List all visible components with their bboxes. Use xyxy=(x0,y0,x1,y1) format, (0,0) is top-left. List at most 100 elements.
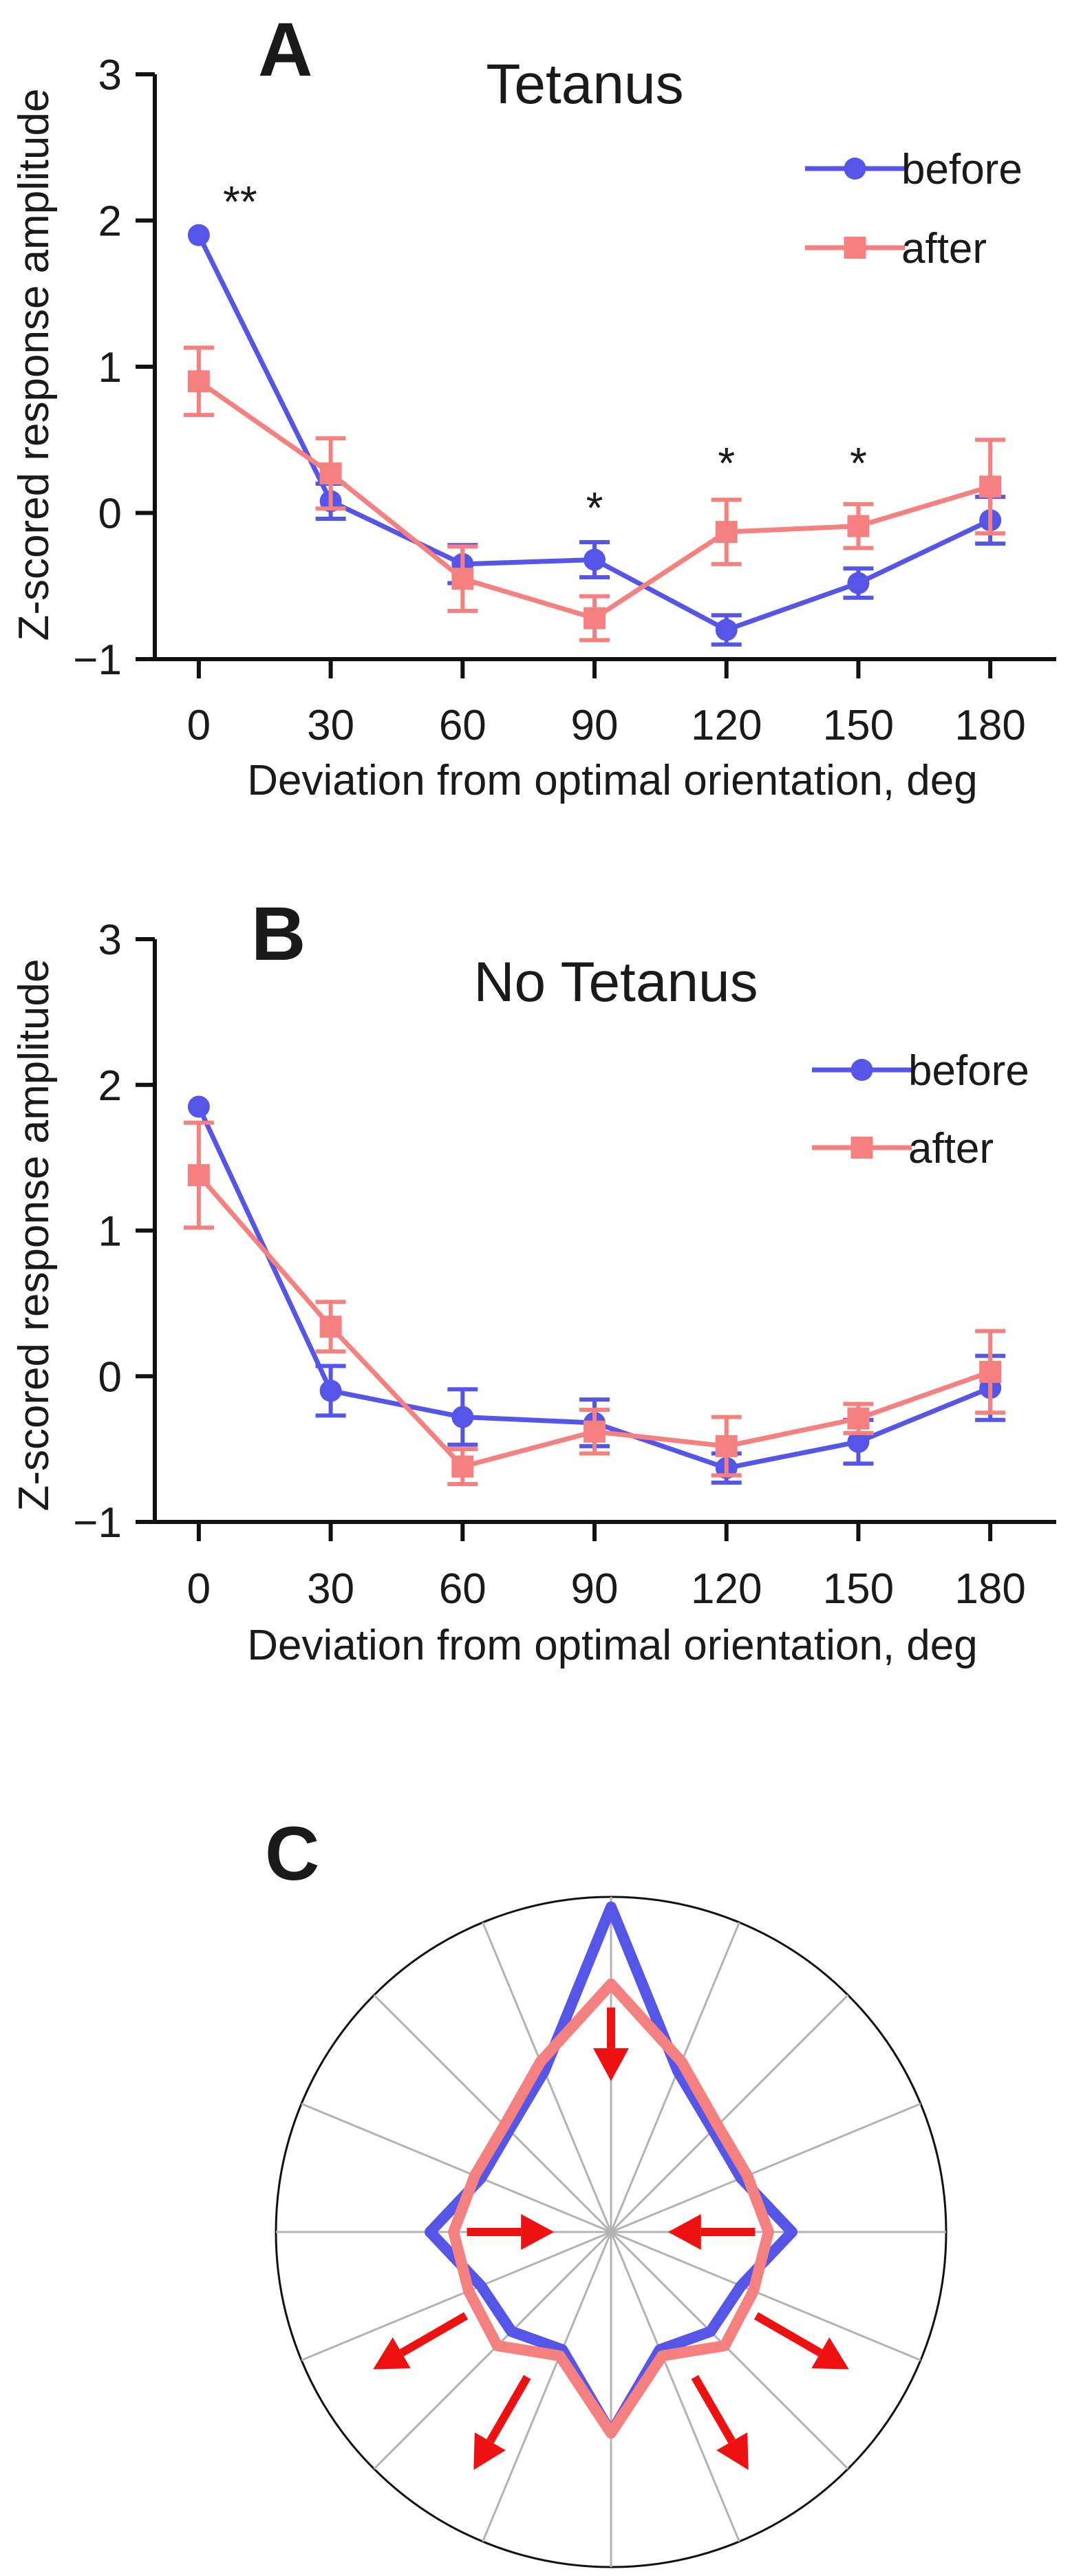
polar-spoke xyxy=(610,2103,921,2233)
polar-after-polygon xyxy=(448,1978,774,2439)
polar-change-arrow xyxy=(691,2374,749,2470)
panel-b-after-point xyxy=(715,1435,738,1457)
panel-b-series xyxy=(183,1095,1006,1486)
panel-b-x-tick-label: 150 xyxy=(823,1565,894,1613)
panel-a-x-axis-label: Deviation from optimal orientation, deg xyxy=(247,757,977,804)
polar-spoke xyxy=(610,2231,921,2361)
panel-b-ticks: 3 2 1 0 −1 0 30 60 90 120 150 180 xyxy=(73,916,1026,1613)
polar-change-arrow xyxy=(373,2312,469,2370)
panel-b-x-tick-label: 60 xyxy=(439,1565,486,1613)
panel-a-y-axis-label: Z-scored response amplitude xyxy=(10,89,58,641)
panel-b-before-point xyxy=(187,1095,210,1118)
panel-a-y-tick-label: 3 xyxy=(98,52,122,99)
panel-c-arrows xyxy=(373,2007,849,2470)
panel-a-legend-item-after: after xyxy=(805,225,987,272)
panel-a-after-point xyxy=(319,462,342,485)
panel-b-title: No Tetanus xyxy=(473,951,758,1013)
panel-b-y-tick-label: 0 xyxy=(98,1353,122,1401)
panel-b-legend-label: after xyxy=(908,1125,994,1172)
panel-b-y-axis-label: Z-scored response amplitude xyxy=(10,959,58,1512)
panel-a-before-point xyxy=(584,548,606,571)
polar-spoke xyxy=(301,2231,612,2361)
panel-b-after-point xyxy=(979,1360,1002,1383)
polar-arrow-head xyxy=(667,2214,701,2250)
polar-arrow-head xyxy=(473,2432,506,2470)
polar-spoke xyxy=(482,2231,612,2542)
panel-a-legend-label: after xyxy=(901,225,987,272)
polar-arrow-head xyxy=(811,2337,849,2370)
polar-arrow-shaft xyxy=(486,2374,531,2444)
polar-arrow-head xyxy=(373,2337,411,2370)
polar-spoke xyxy=(373,1994,612,2233)
panel-c-polar-plot: C xyxy=(265,1812,948,2568)
panel-b-x-axis-label: Deviation from optimal orientation, deg xyxy=(247,1622,977,1669)
panel-a-x-tick-label: 90 xyxy=(571,702,619,749)
panel-a-y-tick-label: 0 xyxy=(98,491,122,538)
panel-b-before-point xyxy=(847,1430,870,1453)
panel-b-legend-item-before: before xyxy=(812,1047,1029,1095)
panel-c-grid xyxy=(275,1896,948,2568)
panel-a-x-tick-label: 120 xyxy=(691,702,762,749)
panel-a-y-tick-label: −1 xyxy=(73,636,122,684)
panel-b-before-point xyxy=(319,1380,342,1402)
panel-c-series xyxy=(425,1901,798,2439)
panel-a-after-point xyxy=(715,521,738,544)
panel-b-legend: before after xyxy=(812,1047,1029,1172)
polar-change-arrow xyxy=(753,2312,849,2370)
polar-arrow-head xyxy=(521,2214,555,2250)
panel-a-significance-mark: ** xyxy=(223,177,257,226)
panel-b-after-point xyxy=(187,1164,210,1187)
panel-a-legend-item-before: before xyxy=(805,146,1023,193)
panel-a-legend: before after xyxy=(805,146,1023,272)
panel-a-ticks: 3 2 1 0 −1 0 30 60 90 120 150 180 xyxy=(73,52,1026,749)
panel-a-legend-marker xyxy=(844,158,866,180)
panel-b-legend-item-after: after xyxy=(812,1125,994,1172)
panel-b-x-tick-label: 30 xyxy=(307,1565,354,1613)
panel-b-line-chart: B No Tetanus Z-scored response amplitude… xyxy=(10,892,1056,1669)
panel-a-series-after xyxy=(183,345,1006,643)
panel-a-legend-label: before xyxy=(901,146,1023,193)
panel-a-x-tick-label: 30 xyxy=(307,702,354,749)
panel-b-y-tick-label: 1 xyxy=(98,1208,122,1256)
panel-b-letter: B xyxy=(251,892,306,976)
polar-change-arrow xyxy=(593,2007,629,2081)
panel-a-after-point xyxy=(187,370,210,393)
panel-b-series-after xyxy=(183,1120,1006,1486)
panel-a-x-tick-label: 60 xyxy=(439,702,486,749)
panel-b-after-point xyxy=(847,1407,870,1430)
panel-a-y-tick-label: 1 xyxy=(98,344,122,391)
panel-b-after-point xyxy=(319,1316,342,1338)
panel-b-after-point xyxy=(451,1455,474,1478)
panel-a-letter: A xyxy=(258,8,312,92)
panel-b-x-tick-label: 90 xyxy=(571,1565,619,1613)
panel-b-y-tick-label: 3 xyxy=(98,916,122,964)
panel-b-x-tick-label: 0 xyxy=(187,1565,211,1613)
panel-a-before-point xyxy=(715,619,738,641)
panel-a-line-chart: A Tetanus Z-scored response amplitude De… xyxy=(10,8,1056,804)
panel-a-legend-marker xyxy=(844,237,866,259)
polar-spoke xyxy=(301,2103,612,2233)
panel-b-legend-marker xyxy=(850,1059,873,1081)
panel-a-significance: **** * xyxy=(223,177,867,533)
panel-a-significance-mark: * xyxy=(850,438,867,488)
polar-spoke xyxy=(373,2231,612,2470)
panel-a-after-point xyxy=(847,515,870,537)
panel-a-before-point xyxy=(187,224,210,246)
polar-arrow-shaft xyxy=(399,2312,469,2357)
panel-b-x-tick-label: 120 xyxy=(691,1565,762,1613)
panel-a-significance-mark: * xyxy=(718,438,735,488)
polar-arrow-shaft xyxy=(753,2312,823,2357)
panel-a-significance-mark: * xyxy=(586,483,603,533)
panel-b-before-point xyxy=(451,1406,474,1428)
panel-b-after-point xyxy=(584,1420,606,1443)
polar-change-arrow xyxy=(473,2374,531,2470)
panel-b-y-tick-label: −1 xyxy=(73,1499,122,1547)
polar-arrow-shaft xyxy=(691,2374,736,2444)
polar-arrow-head xyxy=(593,2048,629,2081)
panel-b-legend-marker xyxy=(850,1137,873,1159)
panel-a-series-before xyxy=(187,224,1006,647)
polar-arrow-head xyxy=(716,2432,749,2470)
polar-spoke xyxy=(610,2231,849,2470)
panel-b-x-tick-label: 180 xyxy=(954,1565,1025,1613)
